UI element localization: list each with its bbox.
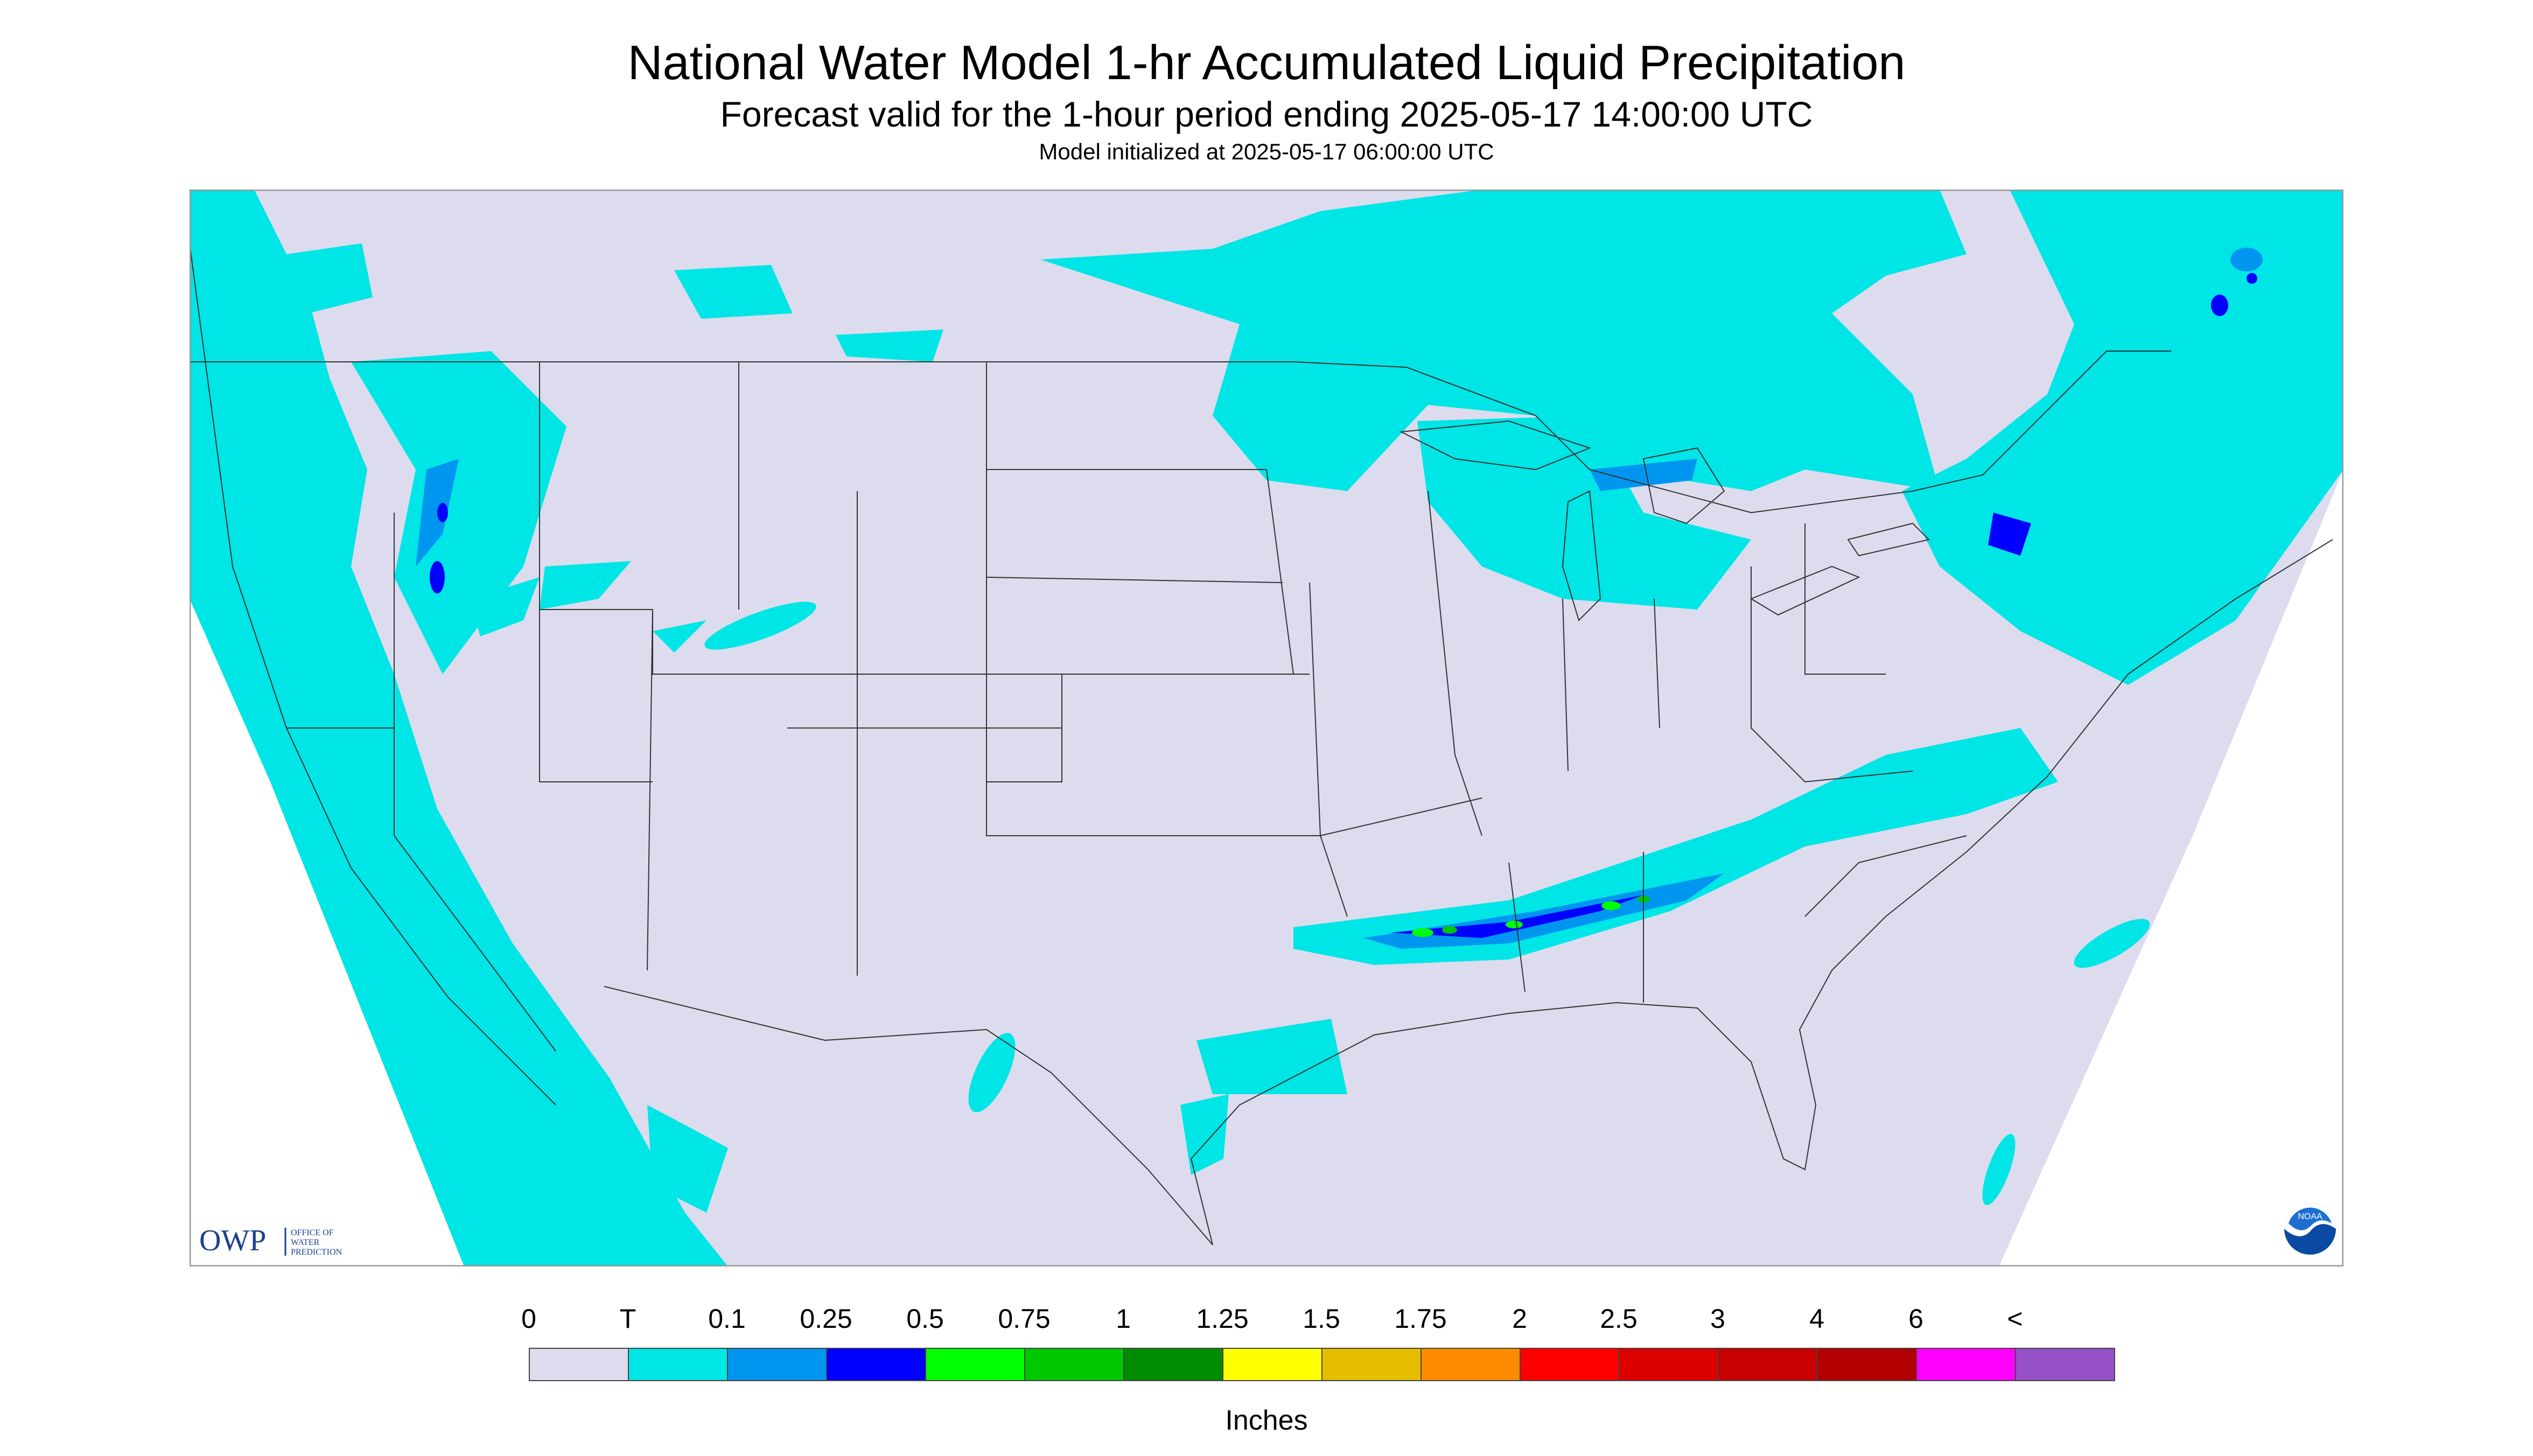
precip-north-central xyxy=(674,190,1967,610)
legend-swatch-6 xyxy=(1123,1348,1223,1381)
legend-colorbar xyxy=(529,1348,2115,1381)
legend-swatch-9 xyxy=(1421,1348,1521,1381)
legend-swatch-14 xyxy=(1916,1348,2016,1381)
legend-swatch-10 xyxy=(1520,1348,1620,1381)
precip-south-band xyxy=(968,728,2150,1206)
boundaries xyxy=(190,243,2333,1245)
legend-swatch-13 xyxy=(1817,1348,1917,1381)
svg-text:WATER: WATER xyxy=(291,1238,320,1247)
legend-label: 2 xyxy=(1512,1304,1527,1334)
precip-west xyxy=(190,190,816,1266)
precip-northeast xyxy=(1902,190,2343,685)
legend-label: 3 xyxy=(1710,1304,1725,1334)
svg-text:OFFICE OF: OFFICE OF xyxy=(291,1228,334,1237)
gulf-coast xyxy=(1190,539,2333,1245)
legend-label: 1.75 xyxy=(1394,1304,1447,1334)
model-init-note: Model initialized at 2025-05-17 06:00:00… xyxy=(1039,139,1494,164)
precipitation-map[interactable] xyxy=(190,190,2343,1266)
legend-swatch-12 xyxy=(1718,1348,1818,1381)
legend-label: 0.25 xyxy=(800,1304,852,1334)
legend-swatch-5 xyxy=(1024,1348,1124,1381)
legend-label: 4 xyxy=(1809,1304,1824,1334)
legend-swatch-2 xyxy=(727,1348,827,1381)
legend-swatch-8 xyxy=(1321,1348,1422,1381)
legend-swatch-4 xyxy=(925,1348,1025,1381)
canada-us-border xyxy=(190,351,2171,514)
legend-swatch-0 xyxy=(529,1348,629,1381)
legend-label: 1.5 xyxy=(1303,1304,1340,1334)
us-mexico-border xyxy=(604,986,1213,1245)
legend-swatch-1 xyxy=(628,1348,728,1381)
legend-label: T xyxy=(619,1304,636,1334)
legend-swatch-15 xyxy=(2015,1348,2115,1381)
out-of-domain-east xyxy=(1999,470,2343,1266)
legend-label: 2.5 xyxy=(1600,1304,1638,1334)
legend-label: 0.75 xyxy=(998,1304,1051,1334)
legend-label: 1 xyxy=(1116,1304,1131,1334)
legend-swatch-7 xyxy=(1222,1348,1323,1381)
map-subtitle: Forecast valid for the 1-hour period end… xyxy=(720,94,1813,134)
owp-logo: OWP OFFICE OF WATER PREDICTION xyxy=(199,1224,342,1257)
legend-swatch-3 xyxy=(826,1348,926,1381)
map-title: National Water Model 1-hr Accumulated Li… xyxy=(627,36,1906,90)
legend-label: 0 xyxy=(521,1304,536,1334)
legend-swatch-11 xyxy=(1619,1348,1719,1381)
great-lakes xyxy=(1399,420,1930,621)
legend-units: Inches xyxy=(1225,1405,1308,1436)
legend-label: 0.1 xyxy=(708,1304,746,1334)
legend-label: 1.25 xyxy=(1196,1304,1249,1334)
svg-text:OWP: OWP xyxy=(199,1224,266,1257)
svg-text:NOAA: NOAA xyxy=(2298,1212,2322,1221)
out-of-domain-west xyxy=(190,599,464,1266)
legend-label: < xyxy=(2007,1304,2023,1334)
svg-text:PREDICTION: PREDICTION xyxy=(291,1248,342,1257)
legend-label: 6 xyxy=(1908,1304,1923,1334)
map-frame xyxy=(190,190,2343,1266)
noaa-logo: NOAA xyxy=(2284,1203,2336,1255)
legend-label: 0.5 xyxy=(906,1304,944,1334)
